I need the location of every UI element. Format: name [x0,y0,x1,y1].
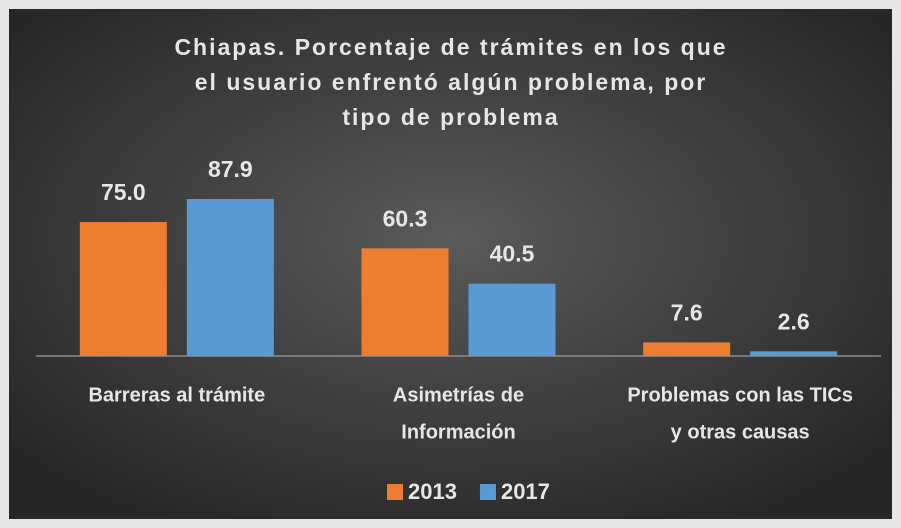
chart-title: Chiapas. Porcentaje de trámites en los q… [174,34,727,60]
x-tick-label: Información [401,421,515,443]
data-label: 75.0 [101,179,146,205]
bar [361,248,449,356]
data-label: 87.9 [208,156,253,182]
x-tick-label: Barreras al trámite [88,384,265,406]
bar [750,351,838,356]
x-tick-label: Problemas con las TICs [627,384,853,406]
x-tick-label: y otras causas [671,421,810,443]
data-label: 2.6 [778,308,810,334]
x-tick-label: Asimetrías de [393,384,524,406]
bar [468,283,556,356]
bar [79,222,167,356]
bar [643,342,731,356]
chart-title: tipo de problema [342,104,559,130]
legend-label: 2017 [501,479,550,504]
legend-label: 2013 [408,479,457,504]
legend-swatch [479,484,496,500]
data-label: 7.6 [671,300,703,326]
data-label: 40.5 [490,241,535,267]
chart-title: el usuario enfrentó algún problema, por [195,69,708,95]
data-label: 60.3 [383,205,428,231]
legend-swatch [387,484,403,500]
bar [186,199,274,356]
